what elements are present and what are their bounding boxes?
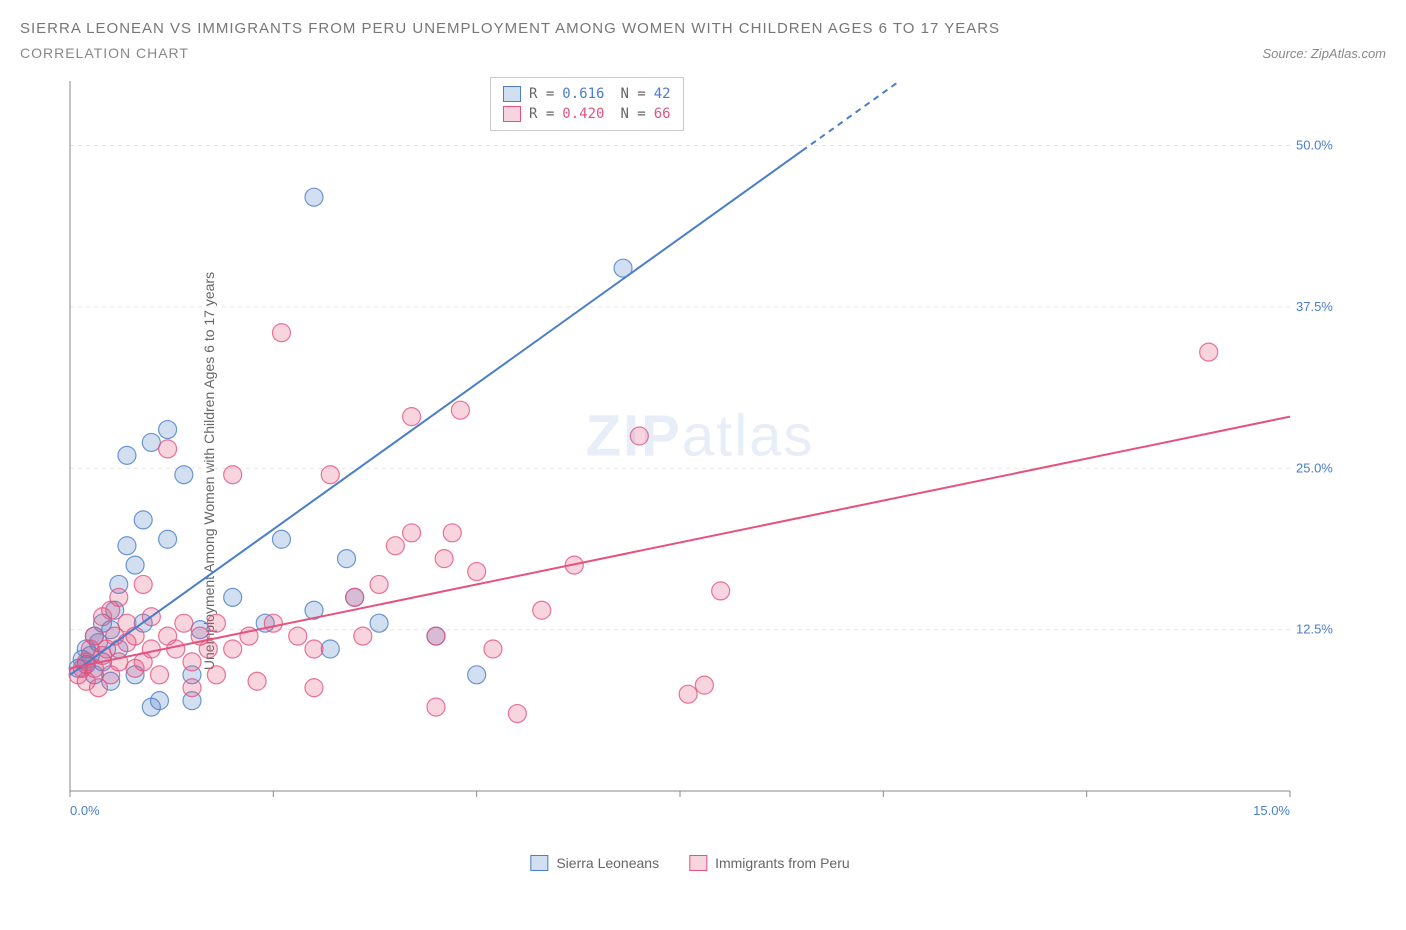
stats-row-2: R = 0.420 N = 66 xyxy=(503,104,671,124)
svg-text:12.5%: 12.5% xyxy=(1296,622,1333,637)
legend-label-2: Immigrants from Peru xyxy=(715,855,850,871)
r-value-1: 0.616 xyxy=(562,86,604,102)
stats-box: R = 0.616 N = 42 R = 0.420 N = 66 xyxy=(490,77,684,131)
svg-text:25.0%: 25.0% xyxy=(1296,460,1333,475)
r-label: R = xyxy=(529,86,554,102)
chart-title: SIERRA LEONEAN VS IMMIGRANTS FROM PERU U… xyxy=(20,20,1386,37)
swatch-series-1 xyxy=(503,86,521,102)
legend-swatch-2 xyxy=(689,855,707,871)
chart-subtitle: CORRELATION CHART xyxy=(20,45,189,61)
chart-svg: 12.5% 25.0% 37.5% 50.0% 0.0% 15.0% xyxy=(60,71,1340,831)
svg-text:15.0%: 15.0% xyxy=(1253,803,1290,818)
plot-region: 12.5%25.0%37.5%50.0%0.0%15.0% ZIPatlas R… xyxy=(60,71,1340,831)
source-attribution: Source: ZipAtlas.com xyxy=(1262,46,1386,61)
chart-area: Unemployment Among Women with Children A… xyxy=(20,71,1360,871)
n-value-1: 42 xyxy=(654,86,671,102)
n-label-2: N = xyxy=(620,106,645,122)
legend-item-2: Immigrants from Peru xyxy=(689,855,850,871)
chart-container: SIERRA LEONEAN VS IMMIGRANTS FROM PERU U… xyxy=(20,20,1386,910)
r-value-2: 0.420 xyxy=(562,106,604,122)
n-label: N = xyxy=(620,86,645,102)
legend: Sierra Leoneans Immigrants from Peru xyxy=(530,855,849,871)
subtitle-row: CORRELATION CHART Source: ZipAtlas.com xyxy=(20,45,1386,61)
legend-swatch-1 xyxy=(530,855,548,871)
svg-text:50.0%: 50.0% xyxy=(1296,138,1333,153)
stats-row-1: R = 0.616 N = 42 xyxy=(503,84,671,104)
n-value-2: 66 xyxy=(654,106,671,122)
svg-text:37.5%: 37.5% xyxy=(1296,299,1333,314)
swatch-series-2 xyxy=(503,106,521,122)
svg-text:0.0%: 0.0% xyxy=(70,803,100,818)
legend-item-1: Sierra Leoneans xyxy=(530,855,659,871)
legend-label-1: Sierra Leoneans xyxy=(556,855,659,871)
r-label-2: R = xyxy=(529,106,554,122)
